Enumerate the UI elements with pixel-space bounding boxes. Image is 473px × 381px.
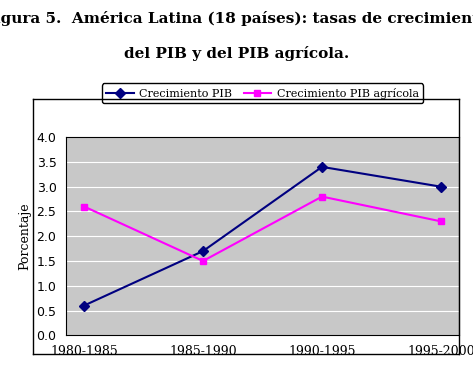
Crecimiento PIB agrícola xyxy=(438,219,444,224)
Text: Figura 5.  América Latina (18 países): tasas de crecimiento: Figura 5. América Latina (18 países): ta… xyxy=(0,11,473,26)
Text: del PIB y del PIB agrícola.: del PIB y del PIB agrícola. xyxy=(124,46,349,61)
Crecimiento PIB xyxy=(319,165,325,169)
Legend: Crecimiento PIB, Crecimiento PIB agrícola: Crecimiento PIB, Crecimiento PIB agrícol… xyxy=(102,83,423,103)
Line: Crecimiento PIB: Crecimiento PIB xyxy=(80,163,445,309)
Y-axis label: Porcentaje: Porcentaje xyxy=(18,202,31,270)
Crecimiento PIB agrícola xyxy=(319,194,325,199)
Crecimiento PIB xyxy=(200,249,206,253)
Crecimiento PIB agrícola xyxy=(81,204,87,209)
Crecimiento PIB xyxy=(81,303,87,308)
Crecimiento PIB agrícola xyxy=(200,259,206,263)
Crecimiento PIB xyxy=(438,184,444,189)
Line: Crecimiento PIB agrícola: Crecimiento PIB agrícola xyxy=(80,193,445,264)
